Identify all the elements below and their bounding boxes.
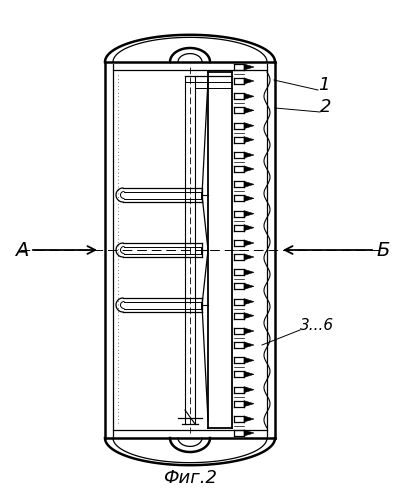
Text: 3...6: 3...6	[300, 318, 334, 332]
Polygon shape	[244, 298, 254, 304]
Polygon shape	[244, 64, 254, 70]
Polygon shape	[244, 284, 254, 290]
Polygon shape	[244, 166, 254, 172]
Text: 2: 2	[320, 98, 332, 116]
Polygon shape	[244, 342, 254, 348]
Polygon shape	[244, 152, 254, 158]
Polygon shape	[244, 328, 254, 334]
Polygon shape	[244, 224, 254, 230]
Polygon shape	[244, 358, 254, 364]
Polygon shape	[244, 270, 254, 276]
Polygon shape	[244, 254, 254, 260]
Polygon shape	[244, 312, 254, 318]
Text: Б: Б	[376, 240, 390, 260]
Polygon shape	[244, 386, 254, 392]
Polygon shape	[244, 400, 254, 406]
Polygon shape	[244, 372, 254, 378]
Polygon shape	[244, 240, 254, 246]
Polygon shape	[244, 430, 254, 436]
Text: 1: 1	[318, 76, 330, 94]
Polygon shape	[244, 136, 254, 142]
Polygon shape	[244, 196, 254, 202]
Text: А: А	[15, 240, 29, 260]
Polygon shape	[244, 78, 254, 84]
Polygon shape	[244, 94, 254, 100]
Polygon shape	[244, 122, 254, 128]
Polygon shape	[244, 182, 254, 188]
Text: Фиг.2: Фиг.2	[163, 469, 217, 487]
Polygon shape	[244, 108, 254, 114]
Polygon shape	[244, 210, 254, 216]
Polygon shape	[244, 416, 254, 422]
